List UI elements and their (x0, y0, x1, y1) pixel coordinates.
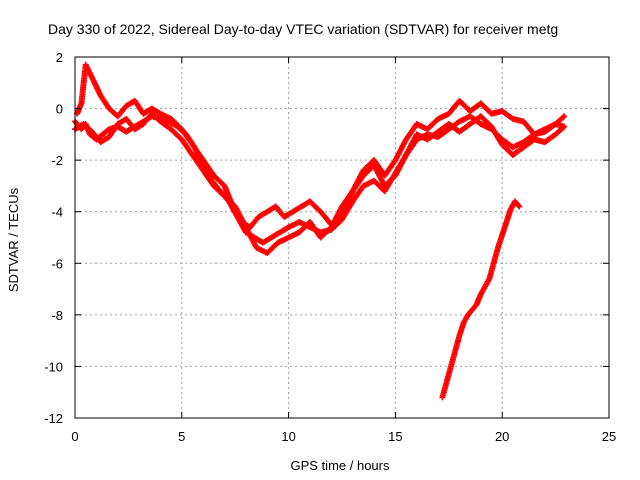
axis-ticks (74, 56, 610, 419)
y-tick-label: 2 (56, 50, 63, 65)
y-tick-label: -12 (44, 411, 63, 426)
x-tick-label: 0 (71, 429, 78, 444)
x-tick-label: 20 (495, 429, 509, 444)
plot-frame (74, 56, 610, 419)
x-tick-label: 5 (178, 429, 185, 444)
x-axis-label: GPS time / hours (291, 458, 390, 473)
x-tick-label: 15 (388, 429, 402, 444)
x-tick-label: 10 (281, 429, 295, 444)
data-point (516, 203, 523, 210)
y-tick-label: -8 (51, 308, 63, 323)
data-point (561, 113, 568, 120)
series-track-3 (72, 110, 568, 256)
data-point (561, 123, 568, 130)
y-tick-label: -10 (44, 359, 63, 374)
data-series (72, 61, 568, 401)
series-track-2 (74, 61, 568, 231)
series-track-4 (439, 198, 523, 401)
chart-title: Day 330 of 2022, Sidereal Day-to-day VTE… (48, 21, 558, 37)
y-tick-labels: -12 -10 -8 -6 -4 -2 0 2 (44, 50, 63, 426)
x-tick-label: 25 (602, 429, 616, 444)
y-axis-label: SDTVAR / TECUs (6, 187, 21, 292)
y-tick-label: 0 (56, 102, 63, 117)
y-tick-label: -2 (51, 153, 63, 168)
y-tick-label: -6 (51, 256, 63, 271)
y-tick-label: -4 (51, 205, 63, 220)
x-tick-labels: 0 5 10 15 20 25 (71, 429, 616, 444)
